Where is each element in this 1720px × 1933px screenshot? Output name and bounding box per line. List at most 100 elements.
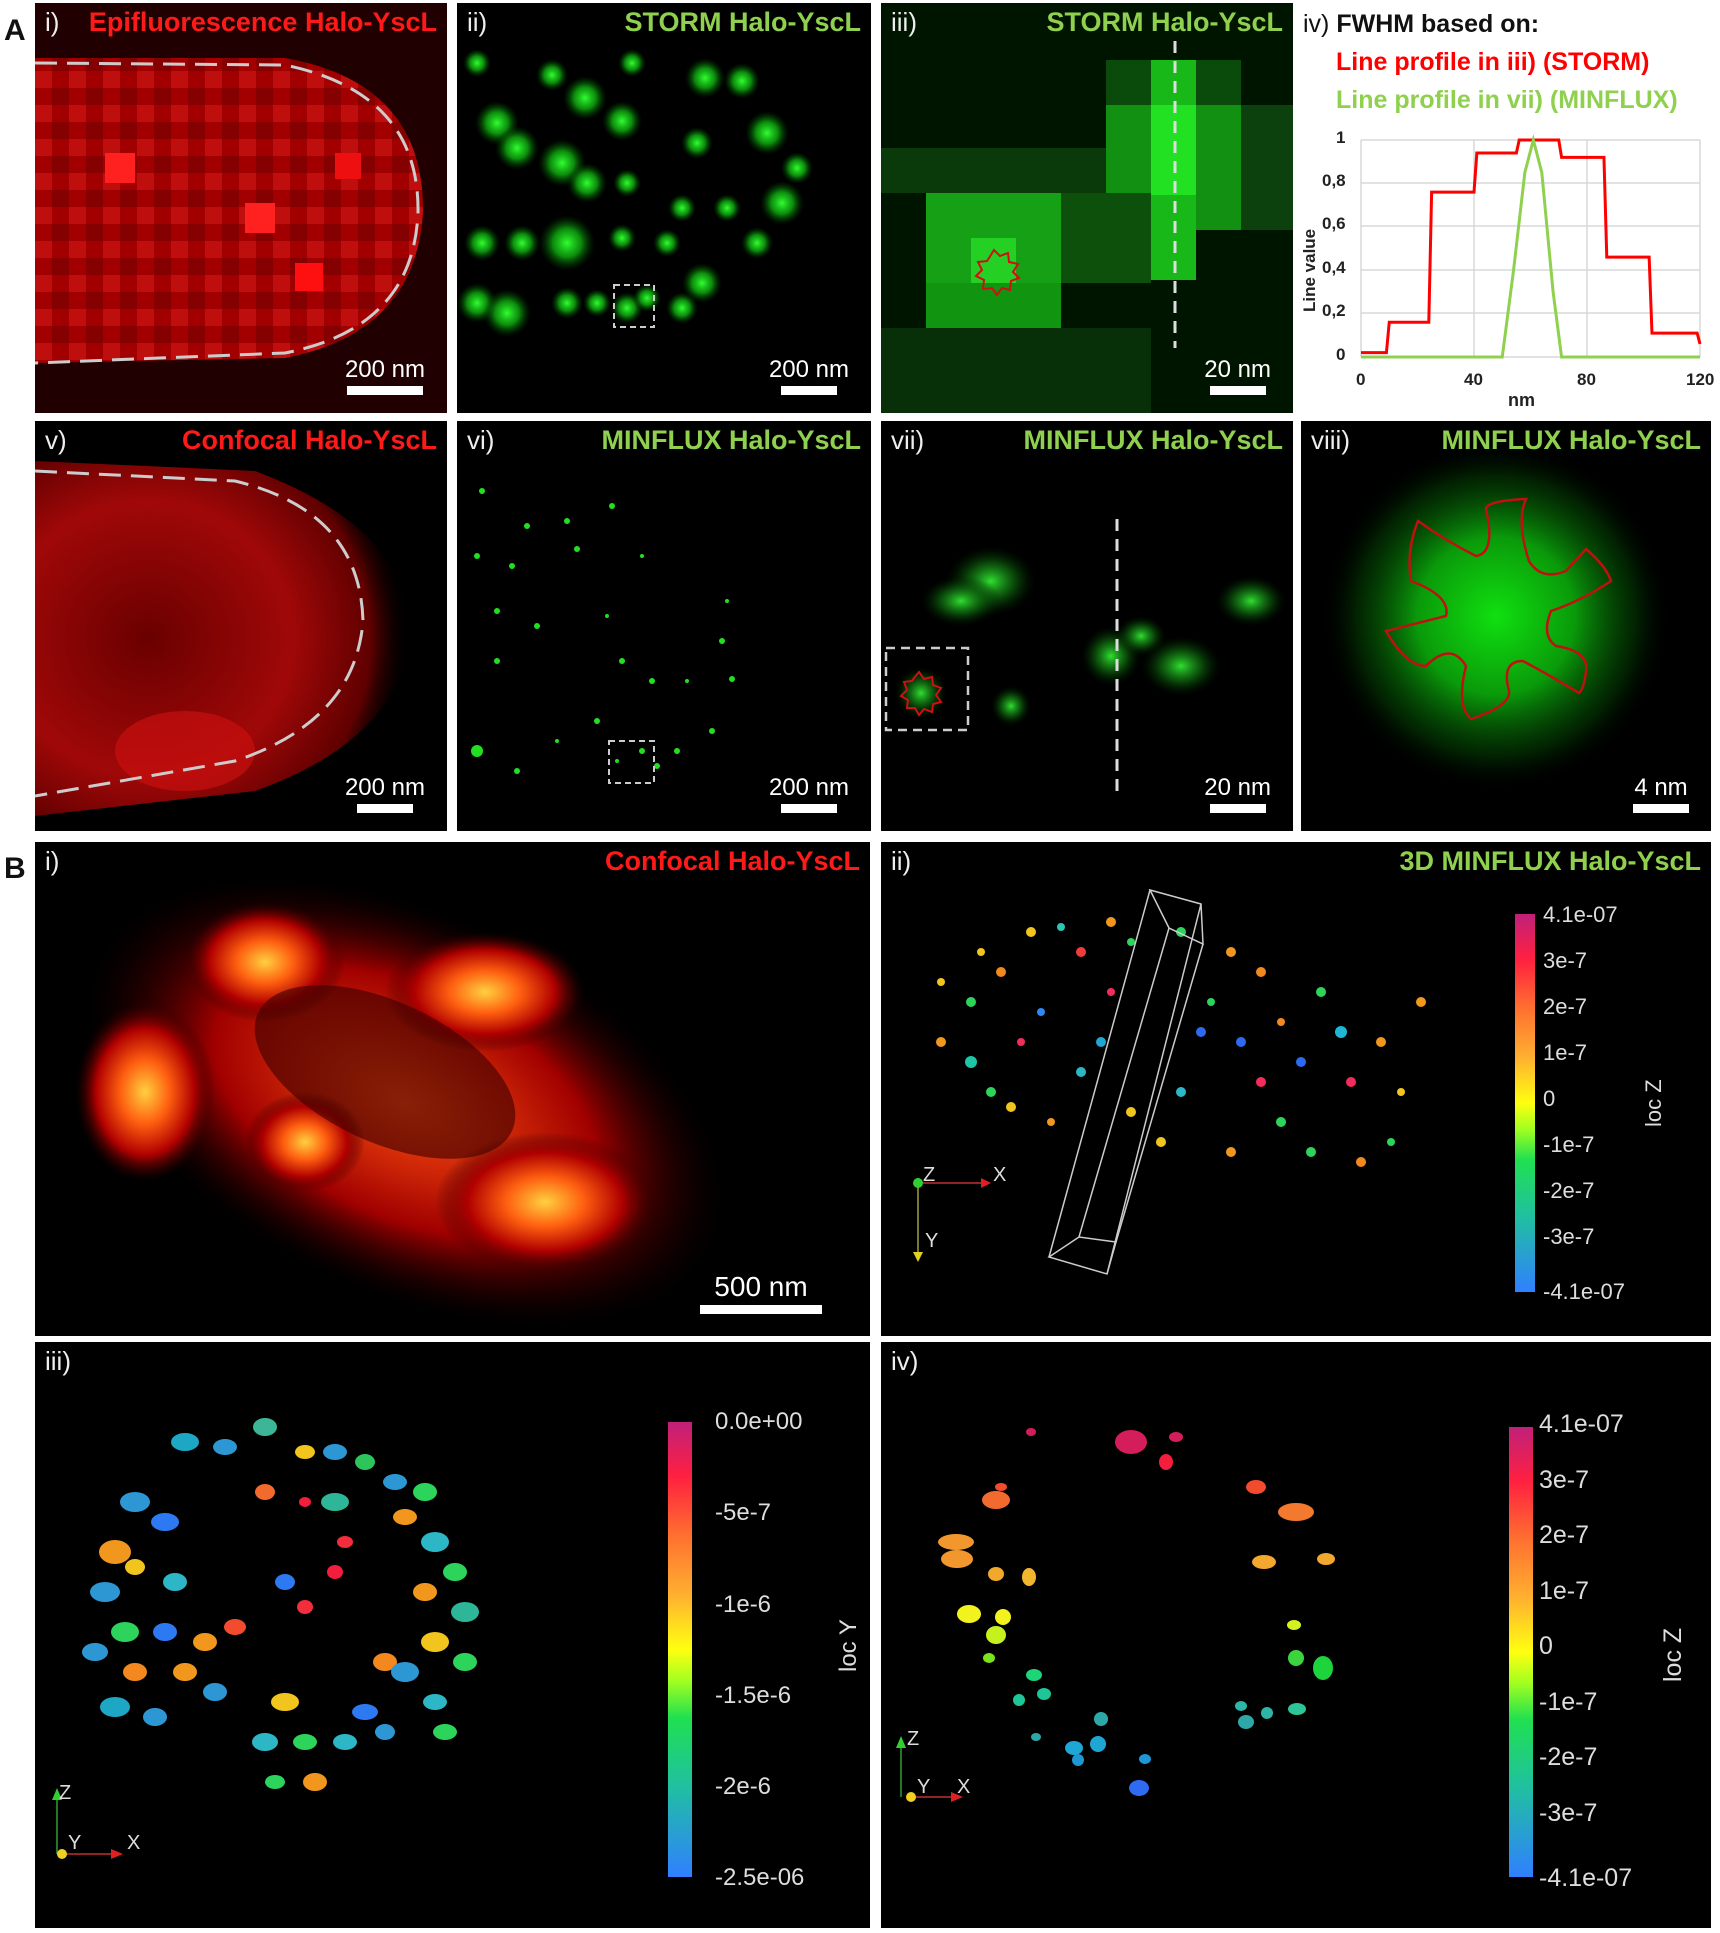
colorbar-tick: 3e-7 [1543,948,1588,973]
panel-label: viii) [1311,425,1350,455]
section-a-label: A [4,14,26,47]
panel-title: STORM Halo-YscL [624,7,861,37]
minflux-zoom-image [884,519,1286,793]
panel-label: v) [45,425,67,455]
storm-zoom-image [881,41,1293,413]
line-chart [1360,134,1702,359]
scale-label: 20 nm [1204,774,1271,801]
panel-label: iii) [891,7,917,37]
colorbar [1509,1427,1533,1877]
x-axis-label: nm [1508,390,1535,410]
panel-a-iv-fwhm-chart: iv) FWHM based on: Line profile in iii) … [1300,0,1720,415]
scale-bar: 500 nm [700,1271,822,1314]
panel-title: Confocal Halo-YscL [604,846,860,876]
axis-z-label: Z [923,1164,936,1186]
colorbar-tick: -4.1e-07 [1539,1864,1633,1892]
scale-bar: 200 nm [345,774,425,813]
axis-x-label: X [127,1832,141,1854]
colorbar-tick: 1e-7 [1539,1577,1590,1605]
panel-a-i-epifluorescence: i) Epifluorescence Halo-YscL 200 nm [35,3,447,413]
colorbar-title: loc Z [1641,1079,1666,1127]
panel-label: iv) [891,1346,919,1376]
panel-title: MINFLUX Halo-YscL [1023,425,1283,455]
panel-label: i) [45,7,60,37]
panel-label: ii) [467,7,488,37]
colorbar-tick: 4.1e-07 [1543,902,1618,927]
panel-a-vi-minflux: vi) MINFLUX Halo-YscL 200 nm [457,421,871,831]
panel-title: Epifluorescence Halo-YscL [88,7,437,37]
scale-bar: 200 nm [769,356,849,395]
x-tick: 80 [1577,370,1596,389]
colorbar [1515,914,1535,1292]
y-tick: 0,2 [1322,301,1346,320]
panel-title: MINFLUX Halo-YscL [1441,425,1701,455]
panel-label: ii) [891,846,912,876]
panel-a-ii-storm: ii) STORM Halo-YscL 200 nm [457,3,871,413]
y-tick: 0,6 [1322,214,1346,233]
panel-label: i) [45,846,60,876]
scale-label: 200 nm [768,774,849,801]
colorbar-tick: -1e-6 [715,1591,772,1618]
colorbar-tick: -4.1e-07 [1543,1279,1625,1304]
colorbar-tick: -3e-7 [1543,1224,1595,1249]
axis-y-label: Y [925,1230,939,1252]
scale-bar: 20 nm [1204,356,1271,395]
colorbar-tick: -1e-7 [1543,1132,1595,1157]
storm-image [457,49,813,337]
x-tick: 120 [1686,370,1715,389]
colorbar-tick: -2.5e-06 [715,1864,805,1891]
panel-b-iii-minflux-locy: Z Y X iii) 0.0e+00 -5e-7 -1e-6 -1.5e-6 -… [35,1342,870,1928]
scale-label: 20 nm [1204,356,1271,383]
colorbar-tick: -2e-7 [1539,1743,1598,1771]
panel-b-i-confocal: i) Confocal Halo-YscL 500 nm [35,842,870,1336]
minflux-single-image [1321,441,1671,791]
panel-a-iii-storm-zoom: iii) STORM Halo-YscL 20 nm [881,3,1293,413]
colorbar-tick: -5e-7 [715,1499,772,1526]
3d-minflux-image [913,888,1426,1275]
colorbar-tick: 1e-7 [1543,1040,1588,1065]
chart-heading: iv) FWHM based on: [1303,10,1539,39]
confocal-cell-image [75,877,724,1327]
y-tick: 0,8 [1322,171,1346,190]
colorbar-tick: -1.5e-6 [715,1682,792,1709]
panel-b-iv-minflux-locz: Z Y X iv) 4.1e-07 3e-7 2e-7 1e-7 0 -1e-7… [881,1342,1711,1928]
scale-label: 500 nm [714,1271,808,1302]
minflux-locz-ring-image [896,1428,1335,1802]
colorbar-title: loc Y [835,1619,862,1672]
y-tick: 1 [1336,128,1346,147]
scale-label: 200 nm [344,774,425,801]
colorbar-tick: -2e-7 [1543,1178,1595,1203]
scale-bar: 200 nm [345,356,425,395]
scale-bar: 20 nm [1204,774,1271,813]
x-tick: 0 [1356,370,1366,389]
panel-title: 3D MINFLUX Halo-YscL [1399,846,1701,876]
chart-title: FWHM based on: [1336,10,1540,38]
epifluorescence-image [35,58,424,365]
scale-bar: 4 nm [1633,774,1689,813]
panel-label: iv) [1303,10,1330,38]
axis-y-label: Y [917,1776,931,1798]
y-tick: 0,4 [1322,258,1346,277]
scale-label: 4 nm [1634,774,1688,801]
colorbar-tick: 4.1e-07 [1539,1410,1624,1438]
y-tick: 0 [1336,345,1346,364]
section-b-label: B [4,852,26,885]
minflux-image [471,488,735,784]
panel-label: iii) [45,1346,71,1376]
axis-y-label: Y [68,1832,82,1854]
scale-label: 200 nm [344,356,425,383]
panel-title: STORM Halo-YscL [1046,7,1283,37]
colorbar-tick: -3e-7 [1539,1799,1598,1827]
axis-x-label: X [957,1776,971,1798]
colorbar-tick: 0 [1539,1632,1553,1660]
colorbar-tick: 3e-7 [1539,1466,1590,1494]
panel-a-viii-minflux-single: viii) MINFLUX Halo-YscL 4 nm [1301,421,1711,831]
colorbar [668,1422,692,1877]
colorbar-tick: 0 [1543,1086,1556,1111]
storm-series [1361,138,1702,355]
legend-storm: Line profile in iii) (STORM) [1336,48,1650,76]
colorbar-tick: 2e-7 [1539,1521,1590,1549]
legend-minflux: Line profile in vii) (MINFLUX) [1336,86,1678,114]
colorbar-tick: 0.0e+00 [715,1408,803,1435]
y-axis-label: Line value [1300,228,1319,312]
